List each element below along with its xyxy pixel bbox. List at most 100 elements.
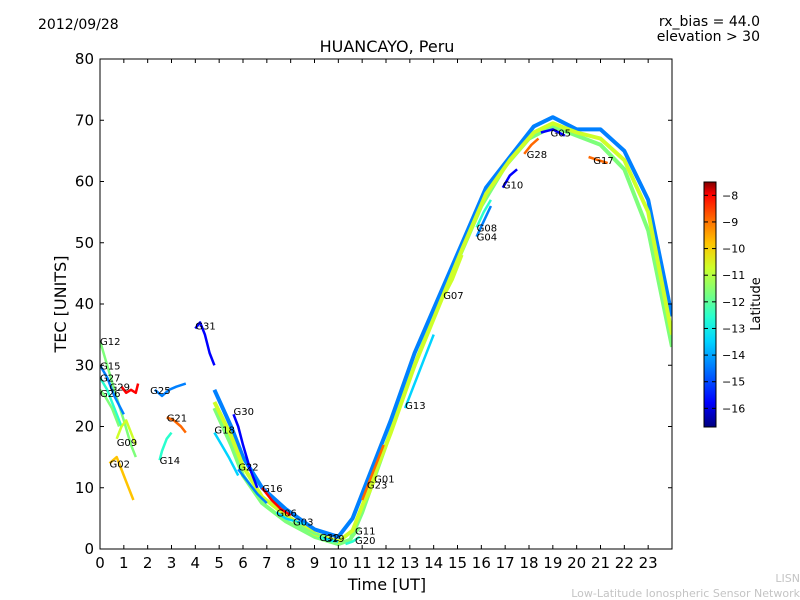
colorbar-tick-label: −9 — [722, 216, 738, 229]
satellite-label: G30 — [234, 407, 254, 418]
satellite-line-g05 — [540, 128, 566, 137]
colorbar-tick-label: −11 — [722, 269, 745, 282]
x-tick-label: 3 — [167, 554, 177, 572]
tec-envelope-line — [212, 124, 672, 547]
satellite-label: G26 — [100, 389, 120, 400]
x-tick-label: 0 — [95, 554, 105, 572]
satellite-label: G02 — [110, 459, 130, 470]
tec-envelope-line — [212, 115, 672, 539]
satellite-label: G32 — [319, 533, 339, 544]
colorbar-tick-label: −13 — [722, 322, 745, 335]
x-tick-label: 14 — [424, 554, 443, 572]
satellite-line-g16 — [261, 487, 292, 517]
satellite-label: G06 — [276, 508, 296, 519]
y-tick-label: 0 — [84, 540, 94, 558]
x-tick-label: 17 — [496, 554, 515, 572]
chart-title: HUANCAYO, Peru — [320, 37, 455, 56]
satellite-line-g27 — [100, 376, 123, 427]
satellite-label: G18 — [214, 426, 234, 437]
elevation-label: elevation > 30 — [656, 29, 760, 45]
x-tick-label: 2 — [143, 554, 153, 572]
y-tick-label: 10 — [75, 479, 94, 497]
y-tick-label: 40 — [75, 295, 94, 313]
y-tick-label: 50 — [75, 234, 94, 252]
x-tick-label: 20 — [567, 554, 586, 572]
rx-bias-label: rx_bias = 44.0 — [658, 14, 760, 30]
x-tick-label: 23 — [639, 554, 658, 572]
x-tick-label: 21 — [591, 554, 610, 572]
satellite-line-g20 — [345, 535, 361, 546]
x-tick-label: 19 — [543, 554, 562, 572]
satellite-label: G01 — [374, 475, 394, 486]
date-label: 2012/09/28 — [38, 17, 119, 33]
satellite-line-g28 — [523, 137, 540, 155]
satellite-line-g23 — [361, 475, 378, 507]
satellite-label: G20 — [355, 536, 375, 547]
satellite-label: G14 — [160, 456, 180, 467]
x-tick-label: 13 — [400, 554, 419, 572]
satellite-line-g18 — [213, 431, 240, 477]
colorbar-tick-label: −16 — [722, 402, 745, 415]
satellite-label: G03 — [293, 517, 313, 528]
satellite-line-g02 — [108, 455, 135, 501]
satellite-line-g08 — [475, 199, 492, 228]
satellite-label: G07 — [443, 291, 463, 302]
satellite-label: G04 — [477, 233, 497, 244]
y-tick-label: 80 — [75, 50, 94, 68]
y-axis-label: TEC [UNITS] — [51, 256, 70, 354]
satellite-line-g30 — [232, 413, 259, 489]
colorbar-ticks: −8 −9 −10 −11 −12 −13 −14 −15 −16 — [704, 189, 745, 415]
plot-area — [100, 115, 672, 547]
x-tick-label: 4 — [191, 554, 201, 572]
satellite-line-g21 — [166, 416, 187, 434]
satellite-label: G08 — [477, 223, 497, 234]
colorbar-tick-label: −15 — [722, 376, 745, 389]
footer-lisn: LISN — [775, 572, 800, 585]
satellite-label: G25 — [150, 386, 170, 397]
x-tick-label: 7 — [262, 554, 272, 572]
axes: 0 1 2 3 4 5 6 7 8 9 10 11 12 13 14 15 16 17 18 19 20 21 22 2301… — [75, 50, 672, 572]
x-tick-label: 1 — [119, 554, 129, 572]
satellite-line-g26 — [100, 389, 121, 427]
satellite-line-g10 — [501, 168, 518, 189]
satellite-label: G13 — [405, 401, 425, 412]
satellite-label: G19 — [324, 534, 344, 545]
satellite-line-g11 — [344, 526, 361, 544]
y-tick-label: 60 — [75, 173, 94, 191]
x-tick-label: 6 — [238, 554, 248, 572]
satellite-line-g14 — [158, 431, 173, 461]
satellite-line-g19 — [323, 536, 339, 543]
x-tick-label: 18 — [519, 554, 538, 572]
footer-network: Low-Latitude Ionospheric Sensor Network — [571, 587, 800, 600]
satellite-line-g13 — [403, 334, 435, 409]
satellite-line-g22 — [237, 468, 268, 504]
x-tick-label: 15 — [448, 554, 467, 572]
satellite-line-g31 — [194, 321, 216, 366]
satellite-line-g01 — [361, 444, 385, 501]
colorbar-tick-label: −8 — [722, 189, 738, 202]
colorbar-tick-label: −12 — [722, 296, 745, 309]
satellite-label: G16 — [262, 484, 282, 495]
satellite-line-g25 — [153, 382, 187, 398]
satellite-line-g15 — [100, 364, 125, 415]
satellite-line-g17 — [588, 155, 609, 165]
x-tick-label: 5 — [214, 554, 224, 572]
tec-envelope-line — [212, 121, 672, 544]
y-tick-label: 20 — [75, 418, 94, 436]
colorbar-tick-label: −14 — [722, 349, 745, 362]
satellite-label: G29 — [110, 383, 130, 394]
satellite-label: G31 — [195, 321, 215, 332]
satellite-label: G11 — [355, 527, 375, 538]
x-tick-label: 16 — [472, 554, 491, 572]
y-tick-label: 70 — [75, 111, 94, 129]
y-tick-label: 30 — [75, 356, 94, 374]
satellite-line-g06 — [275, 511, 306, 526]
satellite-label: G23 — [367, 481, 387, 492]
x-tick-label: 8 — [286, 554, 296, 572]
satellite-label: G21 — [167, 413, 187, 424]
satellite-label: G09 — [117, 438, 137, 449]
x-tick-label: 11 — [353, 554, 372, 572]
